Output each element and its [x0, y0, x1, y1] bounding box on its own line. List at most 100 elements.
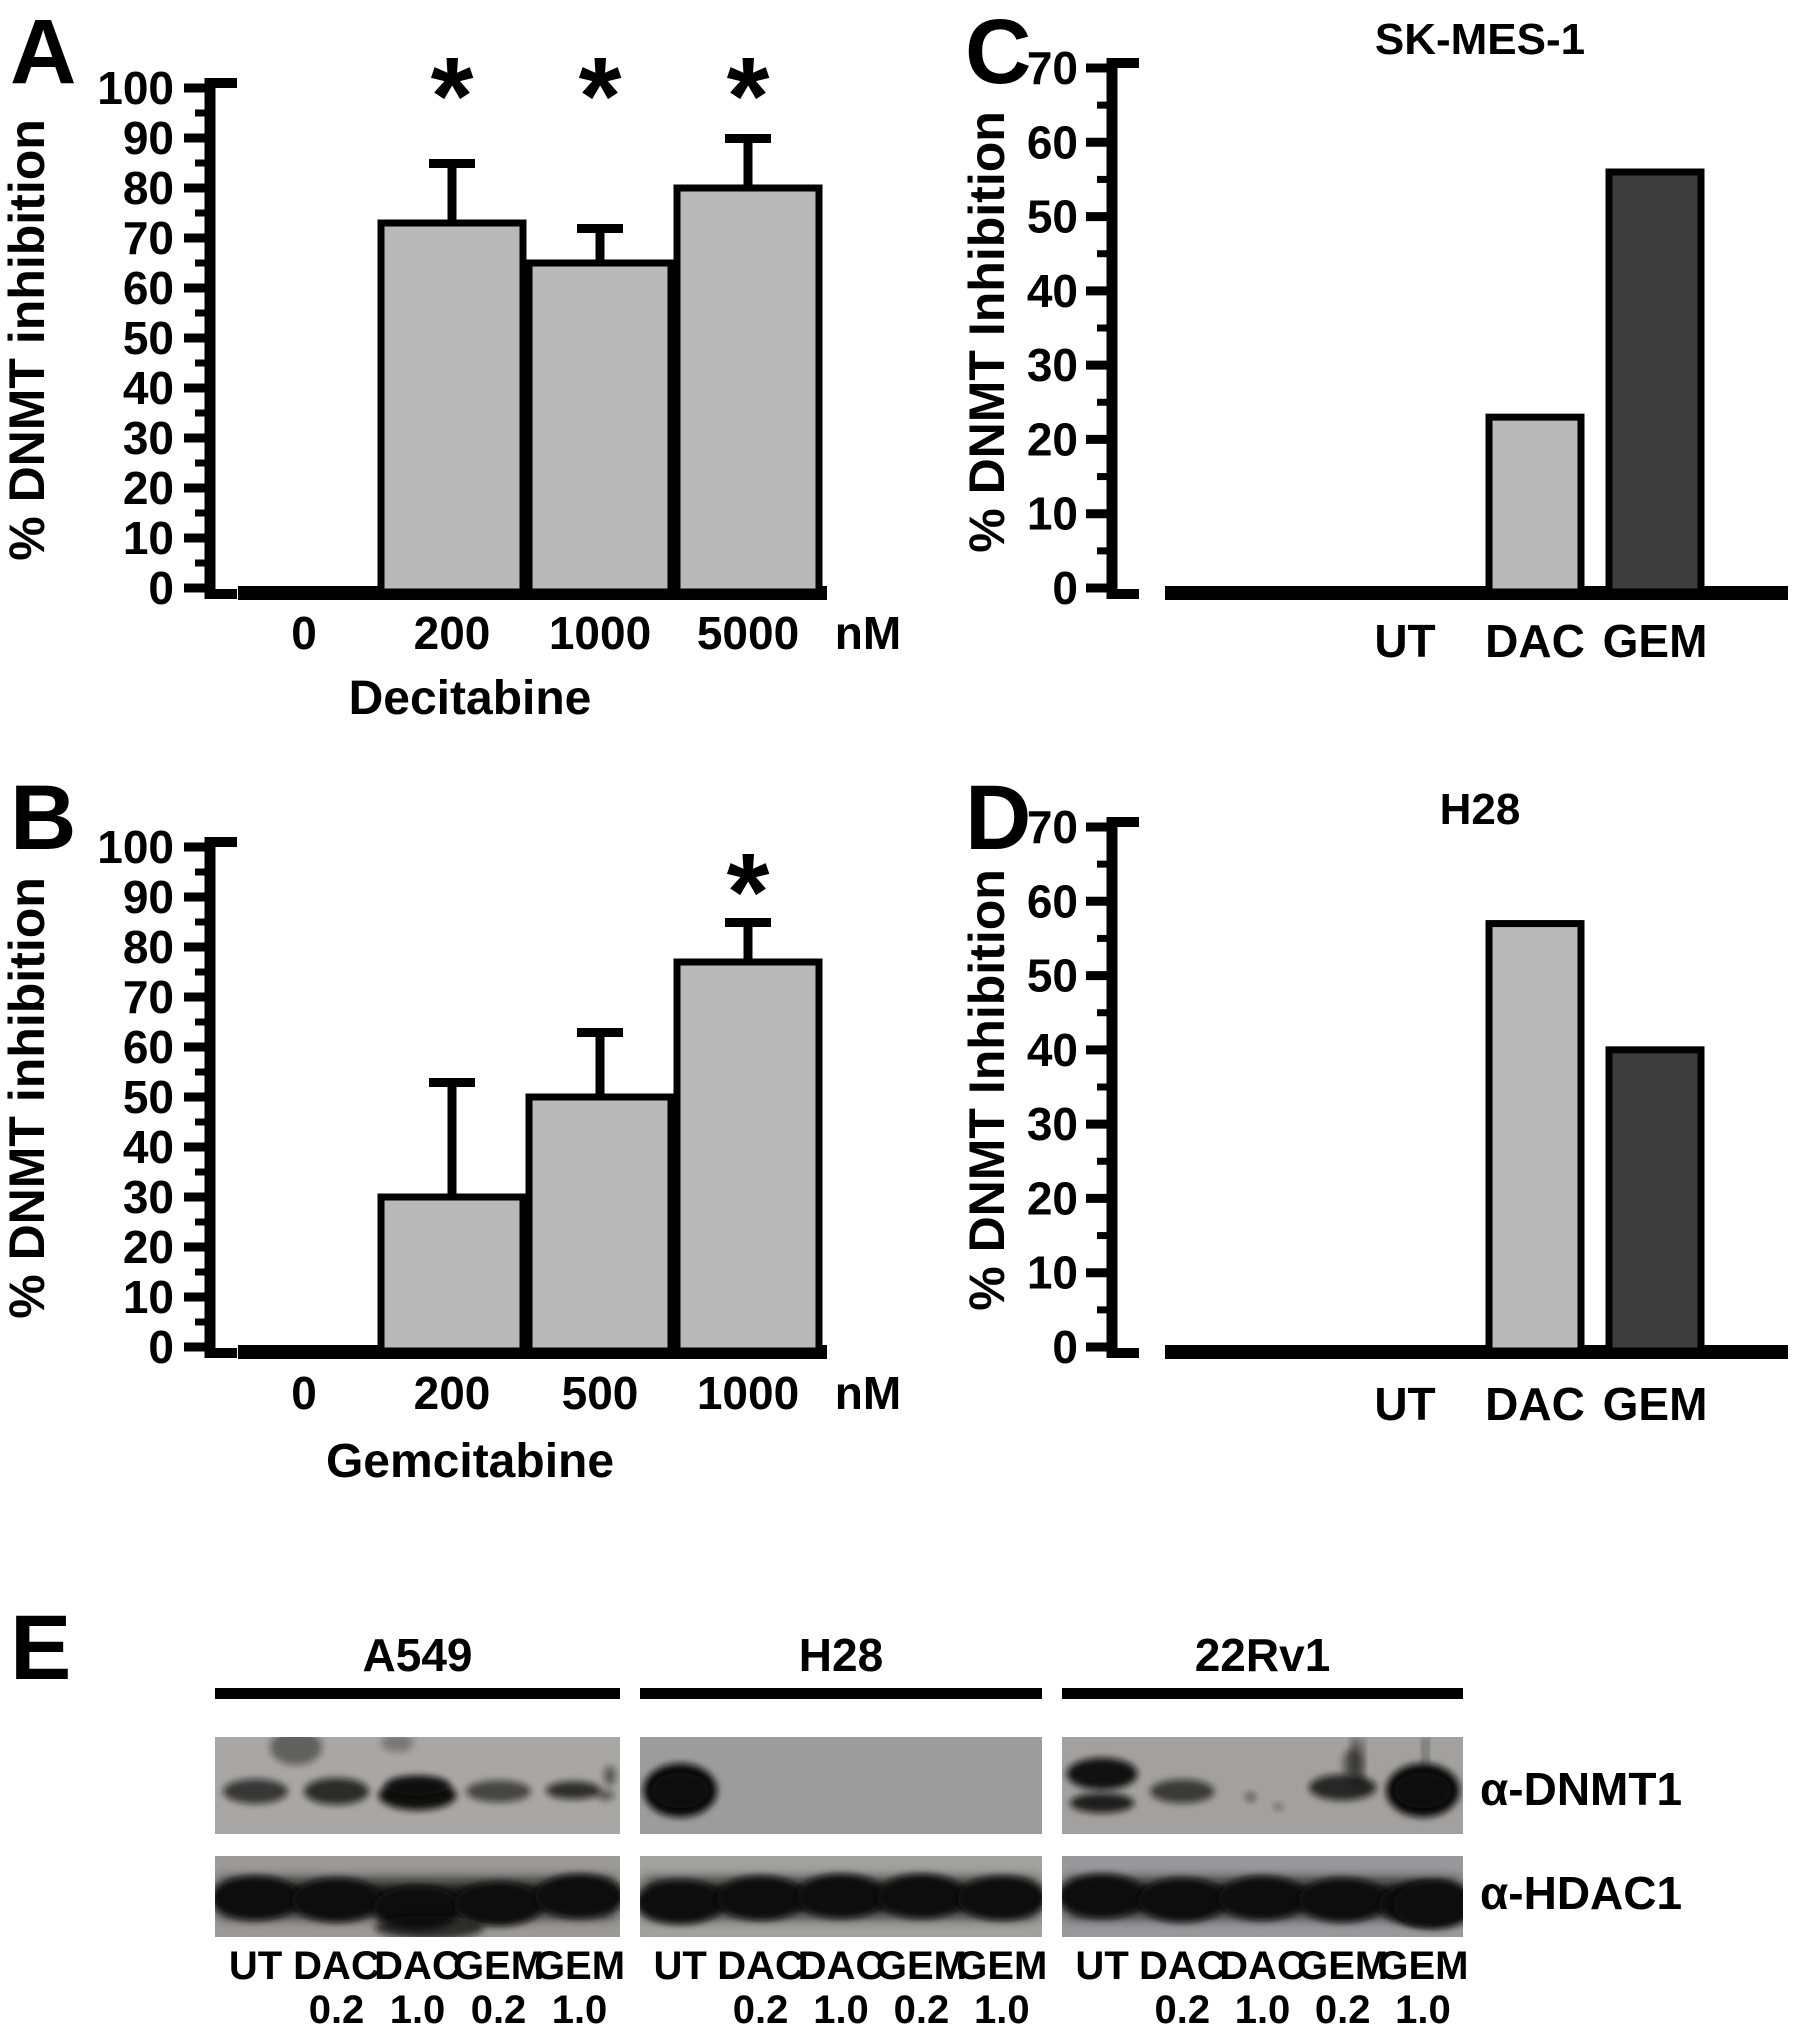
blot-group-title: A549: [362, 1629, 473, 1681]
y-tick-label: 70: [123, 971, 174, 1023]
lane-label: GEM: [533, 1944, 626, 1988]
y-tick-label: 40: [1027, 1024, 1078, 1076]
blot-22rv1-dnmt1: [1062, 1737, 1463, 1834]
lane-dose-label: 0.2: [893, 1988, 950, 2032]
x-category-label: 0: [291, 1367, 317, 1419]
y-tick-label: 50: [123, 312, 174, 364]
x-category-label: UT: [1374, 1378, 1435, 1430]
blot-group-underline: [215, 1688, 620, 1699]
y-tick-label: 50: [1027, 950, 1078, 1002]
lane-label: GEM: [1377, 1944, 1469, 1988]
x-category-label: 1000: [697, 1367, 799, 1419]
x-axis-title: Gemcitabine: [326, 1435, 614, 1488]
y-tick-label: 30: [1027, 339, 1078, 391]
lane-label: UT: [1075, 1944, 1129, 1988]
x-category-label: 200: [414, 607, 491, 659]
lane-label: UT: [653, 1944, 707, 1988]
x-category-label: 1000: [549, 607, 651, 659]
y-tick-label: 100: [97, 62, 174, 114]
blot-group-underline: [640, 1688, 1042, 1699]
bar-DAC: [1485, 413, 1585, 596]
x-category-label: 5000: [697, 607, 799, 659]
blot-a549-hdac1: [215, 1856, 620, 1937]
blot-22rv1-hdac1: [1062, 1856, 1463, 1937]
y-axis-foot: [1107, 589, 1139, 599]
y-tick-label: 60: [1027, 875, 1078, 927]
lane-dose-row: 0.2 1.0 0.2 1.0: [640, 1988, 1042, 2032]
y-tick-label: 0: [1052, 562, 1078, 614]
significance-asterisk: *: [727, 831, 770, 954]
bar-GEM: [1605, 168, 1705, 596]
panel-b-label: B: [10, 767, 77, 869]
y-tick-label: 50: [1027, 191, 1078, 243]
lane-label: DAC: [1219, 1944, 1306, 1988]
panel-e-label: E: [10, 1597, 72, 1699]
lane-label: UT: [228, 1944, 283, 1988]
bar-200: [377, 1193, 527, 1355]
significance-asterisk: *: [727, 35, 770, 158]
y-axis-foot: [205, 1348, 237, 1358]
y-tick-label: 20: [123, 462, 174, 514]
x-category-label: GEM: [1603, 1378, 1708, 1430]
error-bar-cap: [725, 918, 771, 927]
blot-group-title: 22Rv1: [1194, 1629, 1331, 1681]
error-bar-cap: [429, 159, 475, 168]
y-tick-label: 70: [123, 212, 174, 264]
blot-group-title: H28: [798, 1629, 884, 1681]
lane-dose-label: 1.0: [1234, 1988, 1291, 2032]
x-category-label: DAC: [1485, 1378, 1585, 1430]
lane-dose-label: 0.2: [308, 1988, 365, 2032]
y-tick-label: 90: [123, 871, 174, 923]
y-axis-title: % DNMT Inhibition: [960, 869, 1015, 1311]
chart-title: H28: [1440, 785, 1521, 834]
antibody-label-hdac1: α-HDAC1: [1480, 1867, 1683, 1919]
y-tick-label: 60: [123, 262, 174, 314]
panel-a-label: A: [10, 1, 77, 103]
blot-group-A549: A549 UT DAC DAC GEM GEM 0.2 1.0 0.2 1.0: [215, 1600, 625, 2034]
chart-title: SK-MES-1: [1375, 15, 1585, 64]
y-tick-label: 90: [123, 112, 174, 164]
lane-label: DAC: [1138, 1944, 1226, 1988]
y-tick-label: 30: [123, 1171, 174, 1223]
y-tick-label: 10: [1027, 1247, 1078, 1299]
significance-asterisk: *: [579, 35, 622, 158]
y-tick-label: 0: [1052, 1321, 1078, 1373]
y-tick-label: 100: [97, 821, 174, 873]
y-tick-label: 70: [1027, 801, 1078, 853]
antibody-label-dnmt1: α-DNMT1: [1480, 1763, 1683, 1815]
y-tick-label: 20: [123, 1221, 174, 1273]
y-tick-label: 20: [1027, 413, 1078, 465]
y-tick-label: 60: [1027, 116, 1078, 168]
lane-label: GEM: [875, 1944, 967, 1988]
bar-500: [525, 1093, 675, 1355]
lane-label-row: UT DAC DAC GEM GEM: [215, 1944, 625, 1988]
blot-group-H28: H28 UT DAC DAC GEM GEM 0.2 1.0 0.2 1.0: [640, 1600, 1047, 2034]
lane-label: DAC: [293, 1944, 380, 1988]
lane-label: DAC: [797, 1944, 885, 1988]
x-category-label: UT: [1374, 615, 1435, 667]
lane-dose-row: 0.2 1.0 0.2 1.0: [215, 1988, 620, 2032]
y-tick-label: 30: [1027, 1098, 1078, 1150]
x-category-label: 0: [291, 607, 317, 659]
blot-a549-dnmt1: [215, 1737, 620, 1834]
bar-1000: [673, 958, 823, 1355]
error-bar-cap: [429, 1078, 475, 1087]
x-axis-unit: nM: [835, 607, 901, 659]
lane-dose-label: 1.0: [551, 1988, 608, 2032]
lane-label: DAC: [717, 1944, 804, 1988]
lane-dose-label: 1.0: [1395, 1988, 1451, 2032]
y-tick-label: 0: [148, 1321, 174, 1373]
y-tick-label: 20: [1027, 1172, 1078, 1224]
x-category-label: 500: [562, 1367, 639, 1419]
y-axis-top-cap: [205, 837, 237, 847]
y-axis-foot: [205, 589, 237, 599]
y-tick-label: 80: [123, 921, 174, 973]
y-tick-label: 10: [1027, 488, 1078, 540]
y-axis-top-cap: [1107, 58, 1139, 68]
lane-dose-label: 0.2: [732, 1988, 789, 2032]
y-tick-label: 30: [123, 412, 174, 464]
panel-d-label: D: [965, 767, 1032, 869]
y-axis-foot: [1107, 1348, 1139, 1358]
y-tick-label: 40: [123, 362, 174, 414]
